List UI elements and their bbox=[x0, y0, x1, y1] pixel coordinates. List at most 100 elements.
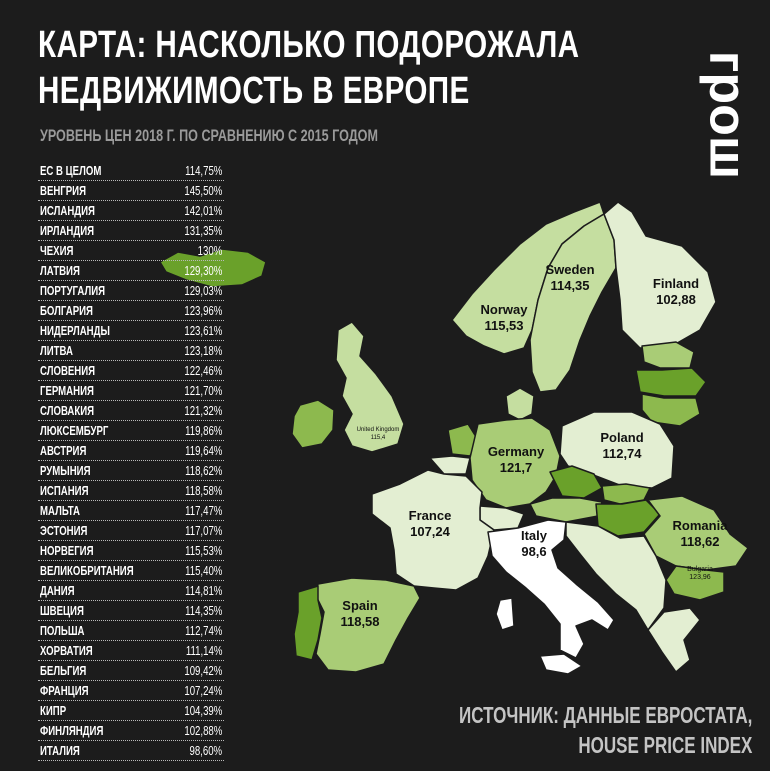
denmark-region bbox=[505, 387, 535, 421]
map-label-poland: Poland 112,74 bbox=[582, 430, 662, 462]
country-name: ЛАТВИЯ bbox=[40, 263, 80, 278]
source-line-2: HOUSE PRICE INDEX bbox=[577, 732, 752, 758]
price-index-value: 123,96% bbox=[184, 303, 222, 318]
page-title: КАРТА: НАСКОЛЬКО ПОДОРОЖАЛА НЕДВИЖИМОСТЬ… bbox=[38, 22, 579, 114]
map-label-value: 115,53 bbox=[484, 318, 524, 333]
map-label-norway: Norway 115,53 bbox=[464, 302, 544, 334]
table-row: ЛЮКСЕМБУРГ 119,86% bbox=[38, 421, 224, 441]
map-label-uk: United Kingdom 115,4 bbox=[348, 426, 408, 442]
price-table: ЕС В ЦЕЛОМ 114,75% ВЕНГРИЯ 145,50% ИСЛАНДИЯ 1… bbox=[38, 161, 224, 761]
country-name: ХОРВАТИЯ bbox=[40, 643, 93, 658]
price-index-value: 130% bbox=[197, 243, 222, 258]
price-index-value: 145,50% bbox=[184, 183, 222, 198]
map-label-sweden: Sweden 114,35 bbox=[530, 262, 610, 294]
price-index-value: 118,58% bbox=[184, 483, 222, 498]
table-row: МАЛЬТА 117,47% bbox=[38, 501, 224, 521]
price-index-value: 107,24% bbox=[184, 683, 222, 698]
price-index-value: 114,35% bbox=[184, 603, 222, 618]
map-label-name: Sweden bbox=[545, 262, 595, 277]
italy-region bbox=[487, 519, 615, 659]
price-index-value: 98,60% bbox=[189, 743, 222, 758]
germany-region bbox=[469, 417, 561, 509]
price-index-value: 112,74% bbox=[184, 623, 222, 638]
map-label-bulgaria: Bulgaria 123,96 bbox=[670, 566, 730, 582]
estonia-region bbox=[641, 341, 695, 369]
table-row: ДАНИЯ 114,81% bbox=[38, 581, 224, 601]
title-line-2: НЕДВИЖИМОСТЬ В ЕВРОПЕ bbox=[38, 70, 470, 112]
belgium-region bbox=[429, 455, 471, 475]
table-row: ШВЕЦИЯ 114,35% bbox=[38, 601, 224, 621]
price-index-value: 115,40% bbox=[184, 563, 222, 578]
country-name: ЛИТВА bbox=[40, 343, 73, 358]
map-label-value: 123,96 bbox=[689, 574, 711, 581]
country-name: ВЕЛИКОБРИТАНИЯ bbox=[40, 563, 134, 578]
map-label-germany: Germany 121,7 bbox=[476, 444, 556, 476]
price-index-value: 119,64% bbox=[184, 443, 222, 458]
price-index-value: 129,03% bbox=[184, 283, 222, 298]
map-label-finland: Finland 102,88 bbox=[636, 276, 716, 308]
country-name: ФРАНЦИЯ bbox=[40, 683, 89, 698]
price-index-value: 118,62% bbox=[184, 463, 222, 478]
spain-region bbox=[315, 577, 421, 673]
table-row: ВЕНГРИЯ 145,50% bbox=[38, 181, 224, 201]
map-label-value: 112,74 bbox=[602, 446, 642, 461]
poland-region bbox=[559, 411, 675, 489]
country-name: ЛЮКСЕМБУРГ bbox=[40, 423, 109, 438]
romania-region bbox=[643, 495, 749, 571]
table-row: ЛИТВА 123,18% bbox=[38, 341, 224, 361]
table-row: СЛОВЕНИЯ 122,46% bbox=[38, 361, 224, 381]
table-row: БОЛГАРИЯ 123,96% bbox=[38, 301, 224, 321]
source-note: ИСТОЧНИК: ДАННЫЕ ЕВРОСТАТА, HOUSE PRICE … bbox=[459, 700, 752, 760]
table-row: ИТАЛИЯ 98,60% bbox=[38, 741, 224, 761]
price-index-value: 121,70% bbox=[184, 383, 222, 398]
table-row: КИПР 104,39% bbox=[38, 701, 224, 721]
map-label-value: 107,24 bbox=[410, 524, 450, 539]
map-label-value: 118,58 bbox=[340, 614, 380, 629]
map-label-value: 114,35 bbox=[550, 278, 590, 293]
country-name: ЭСТОНИЯ bbox=[40, 523, 88, 538]
subtitle: УРОВЕНЬ ЦЕН 2018 Г. ПО СРАВНЕНИЮ С 2015 … bbox=[40, 126, 378, 145]
price-index-value: 111,14% bbox=[185, 643, 222, 658]
table-row: ФИНЛЯНДИЯ 102,88% bbox=[38, 721, 224, 741]
price-index-value: 122,46% bbox=[184, 363, 222, 378]
table-row: СЛОВАКИЯ 121,32% bbox=[38, 401, 224, 421]
map-label-spain: Spain 118,58 bbox=[320, 598, 400, 630]
map-label-italy: Italy 98,6 bbox=[504, 528, 564, 560]
map-label-value: 102,88 bbox=[656, 292, 696, 307]
price-index-value: 123,18% bbox=[184, 343, 222, 358]
table-row: ВЕЛИКОБРИТАНИЯ 115,40% bbox=[38, 561, 224, 581]
country-name: ПОЛЬША bbox=[40, 623, 85, 638]
country-name: ЧЕХИЯ bbox=[40, 243, 74, 258]
country-name: КИПР bbox=[40, 703, 67, 718]
price-index-value: 123,61% bbox=[184, 323, 222, 338]
country-name: ИТАЛИЯ bbox=[40, 743, 80, 758]
lithuania-region bbox=[641, 393, 701, 427]
country-name: ВЕНГРИЯ bbox=[40, 183, 87, 198]
country-name: ИСПАНИЯ bbox=[40, 483, 89, 498]
country-name: АВСТРИЯ bbox=[40, 443, 87, 458]
table-row: ЛАТВИЯ 129,30% bbox=[38, 261, 224, 281]
price-index-value: 131,35% bbox=[184, 223, 222, 238]
bulgaria-region bbox=[665, 565, 725, 601]
map-label-value: 118,62 bbox=[680, 534, 720, 549]
map-label-value: 98,6 bbox=[521, 544, 547, 559]
country-name: ИРЛАНДИЯ bbox=[40, 223, 95, 238]
sicily-region bbox=[539, 653, 583, 675]
logo-text: грош bbox=[698, 51, 754, 180]
sweden-region bbox=[529, 213, 617, 393]
map-label-value: 115,4 bbox=[370, 435, 386, 441]
table-row: ФРАНЦИЯ 107,24% bbox=[38, 681, 224, 701]
map-label-romania: Romania 118,62 bbox=[660, 518, 740, 550]
map-label-name: Spain bbox=[342, 598, 378, 613]
country-name: БОЛГАРИЯ bbox=[40, 303, 93, 318]
map-label-name: Poland bbox=[600, 430, 644, 445]
country-name: ГЕРМАНИЯ bbox=[40, 383, 94, 398]
source-line-1: ИСТОЧНИК: ДАННЫЕ ЕВРОСТАТА, bbox=[458, 702, 752, 728]
country-name: БЕЛЬГИЯ bbox=[40, 663, 87, 678]
country-name: СЛОВЕНИЯ bbox=[40, 363, 96, 378]
uk-region bbox=[335, 321, 405, 453]
portugal-region bbox=[293, 585, 323, 661]
table-row: НИДЕРЛАНДЫ 123,61% bbox=[38, 321, 224, 341]
country-name: НОРВЕГИЯ bbox=[40, 543, 94, 558]
table-row: ЕС В ЦЕЛОМ 114,75% bbox=[38, 161, 224, 181]
